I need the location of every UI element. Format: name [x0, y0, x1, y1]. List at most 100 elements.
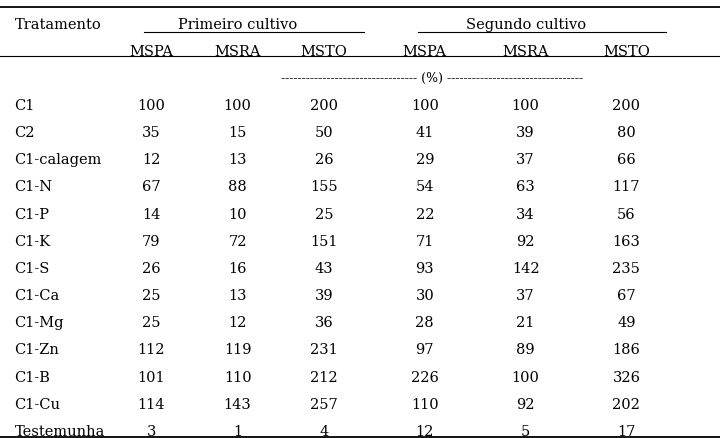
Text: 1: 1: [233, 425, 242, 438]
Text: 119: 119: [224, 343, 251, 357]
Text: 235: 235: [613, 262, 640, 276]
Text: Tratamento: Tratamento: [14, 18, 101, 32]
Text: 101: 101: [138, 371, 165, 385]
Text: Segundo cultivo: Segundo cultivo: [466, 18, 585, 32]
Text: 39: 39: [516, 126, 535, 140]
Text: MSPA: MSPA: [402, 45, 447, 59]
Text: 56: 56: [617, 208, 636, 222]
Text: 54: 54: [415, 180, 434, 194]
Text: 30: 30: [415, 289, 434, 303]
Text: C1-calagem: C1-calagem: [14, 153, 102, 167]
Text: 12: 12: [415, 425, 434, 438]
Text: 37: 37: [516, 153, 535, 167]
Text: 100: 100: [138, 99, 165, 113]
Text: MSTO: MSTO: [300, 45, 348, 59]
Text: 114: 114: [138, 398, 165, 412]
Text: 28: 28: [415, 316, 434, 330]
Text: 26: 26: [142, 262, 161, 276]
Text: 143: 143: [224, 398, 251, 412]
Text: MSRA: MSRA: [503, 45, 549, 59]
Text: 22: 22: [415, 208, 434, 222]
Text: 12: 12: [142, 153, 161, 167]
Text: 49: 49: [617, 316, 636, 330]
Text: 3: 3: [146, 425, 156, 438]
Text: 79: 79: [142, 235, 161, 249]
Text: 43: 43: [315, 262, 333, 276]
Text: 326: 326: [613, 371, 640, 385]
Text: Testemunha: Testemunha: [14, 425, 105, 438]
Text: 110: 110: [411, 398, 438, 412]
Text: 202: 202: [613, 398, 640, 412]
Text: C1-Cu: C1-Cu: [14, 398, 60, 412]
Text: 231: 231: [310, 343, 338, 357]
Text: C1-P: C1-P: [14, 208, 50, 222]
Text: 88: 88: [228, 180, 247, 194]
Text: 17: 17: [617, 425, 636, 438]
Text: 4: 4: [320, 425, 328, 438]
Text: 257: 257: [310, 398, 338, 412]
Text: 100: 100: [512, 99, 539, 113]
Text: C1: C1: [14, 99, 35, 113]
Text: 41: 41: [415, 126, 434, 140]
Text: 80: 80: [617, 126, 636, 140]
Text: --------------------------------- (%) ---------------------------------: --------------------------------- (%) --…: [281, 72, 583, 85]
Text: C1-Mg: C1-Mg: [14, 316, 64, 330]
Text: 66: 66: [617, 153, 636, 167]
Text: C1-B: C1-B: [14, 371, 50, 385]
Text: 15: 15: [228, 126, 247, 140]
Text: 71: 71: [415, 235, 434, 249]
Text: 16: 16: [228, 262, 247, 276]
Text: 100: 100: [411, 99, 438, 113]
Text: 67: 67: [142, 180, 161, 194]
Text: 13: 13: [228, 153, 247, 167]
Text: 92: 92: [516, 398, 535, 412]
Text: 92: 92: [516, 235, 535, 249]
Text: 13: 13: [228, 289, 247, 303]
Text: MSRA: MSRA: [215, 45, 261, 59]
Text: C1-S: C1-S: [14, 262, 50, 276]
Text: 36: 36: [315, 316, 333, 330]
Text: C1-Zn: C1-Zn: [14, 343, 59, 357]
Text: 100: 100: [512, 371, 539, 385]
Text: 186: 186: [613, 343, 640, 357]
Text: C1-Ca: C1-Ca: [14, 289, 60, 303]
Text: 142: 142: [512, 262, 539, 276]
Text: 155: 155: [310, 180, 338, 194]
Text: 163: 163: [613, 235, 640, 249]
Text: 25: 25: [315, 208, 333, 222]
Text: 14: 14: [142, 208, 161, 222]
Text: 72: 72: [228, 235, 247, 249]
Text: 200: 200: [613, 99, 640, 113]
Text: 112: 112: [138, 343, 165, 357]
Text: 50: 50: [315, 126, 333, 140]
Text: 67: 67: [617, 289, 636, 303]
Text: 226: 226: [411, 371, 438, 385]
Text: 10: 10: [228, 208, 247, 222]
Text: 25: 25: [142, 289, 161, 303]
Text: 34: 34: [516, 208, 535, 222]
Text: 97: 97: [415, 343, 434, 357]
Text: 117: 117: [613, 180, 640, 194]
Text: 63: 63: [516, 180, 535, 194]
Text: 100: 100: [224, 99, 251, 113]
Text: 5: 5: [521, 425, 530, 438]
Text: 39: 39: [315, 289, 333, 303]
Text: 25: 25: [142, 316, 161, 330]
Text: 89: 89: [516, 343, 535, 357]
Text: MSPA: MSPA: [129, 45, 174, 59]
Text: 110: 110: [224, 371, 251, 385]
Text: C1-K: C1-K: [14, 235, 50, 249]
Text: 37: 37: [516, 289, 535, 303]
Text: 93: 93: [415, 262, 434, 276]
Text: 12: 12: [228, 316, 247, 330]
Text: 212: 212: [310, 371, 338, 385]
Text: C2: C2: [14, 126, 35, 140]
Text: MSTO: MSTO: [603, 45, 650, 59]
Text: 21: 21: [516, 316, 535, 330]
Text: 35: 35: [142, 126, 161, 140]
Text: 26: 26: [315, 153, 333, 167]
Text: 151: 151: [310, 235, 338, 249]
Text: 29: 29: [415, 153, 434, 167]
Text: 200: 200: [310, 99, 338, 113]
Text: C1-N: C1-N: [14, 180, 53, 194]
